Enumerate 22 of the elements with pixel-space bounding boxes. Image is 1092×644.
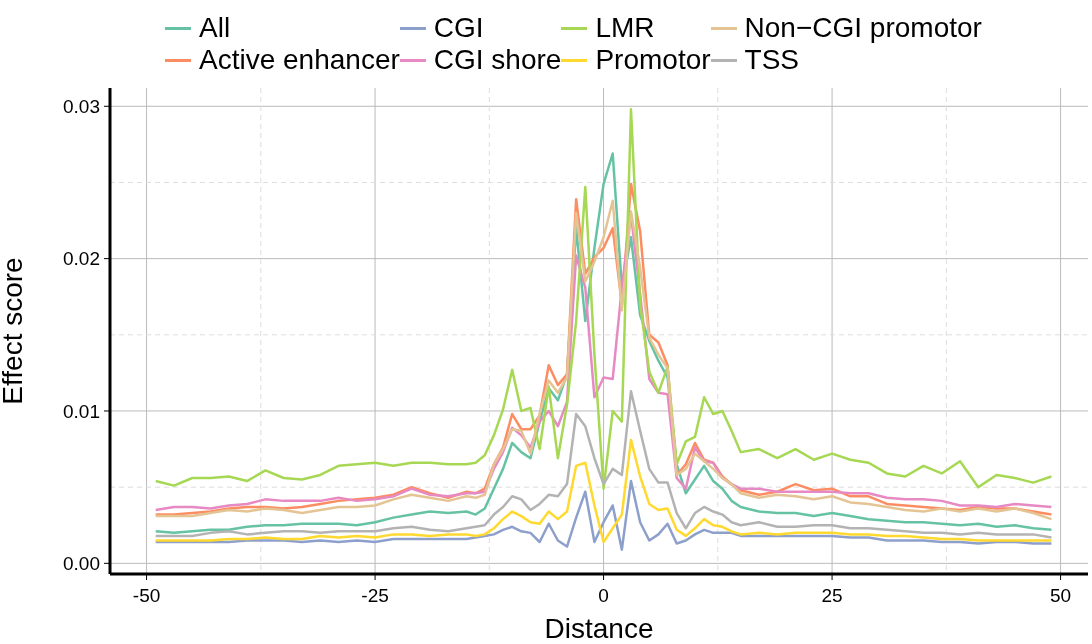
x-axis-title: Distance [544,613,654,644]
legend-label: Promotor [595,44,711,76]
y-tick-label: 0.02 [63,248,100,270]
legend-label: CGI [433,12,484,44]
x-tick-label: -25 [361,585,389,606]
x-tick-label: 50 [1050,585,1072,606]
y-axis-title: Effect score [0,257,28,405]
legend-label: LMR [595,12,655,44]
line-series [154,438,1053,544]
x-tick-label: -50 [132,585,161,606]
legend-label: All [199,12,231,44]
line-series [154,479,1053,551]
legend-label: Non−CGI promotor [744,12,982,44]
legend-label: CGI shore [433,44,562,76]
line-series [154,108,1053,490]
x-tick-label: 25 [821,585,843,606]
legend-label: Active enhancer [199,44,400,76]
x-tick-label: 0 [598,585,609,606]
legend-label: TSS [744,44,800,76]
y-tick-label: 0.01 [63,400,100,422]
y-tick-label: 0.03 [63,95,100,117]
y-tick-label: 0.00 [63,552,100,574]
